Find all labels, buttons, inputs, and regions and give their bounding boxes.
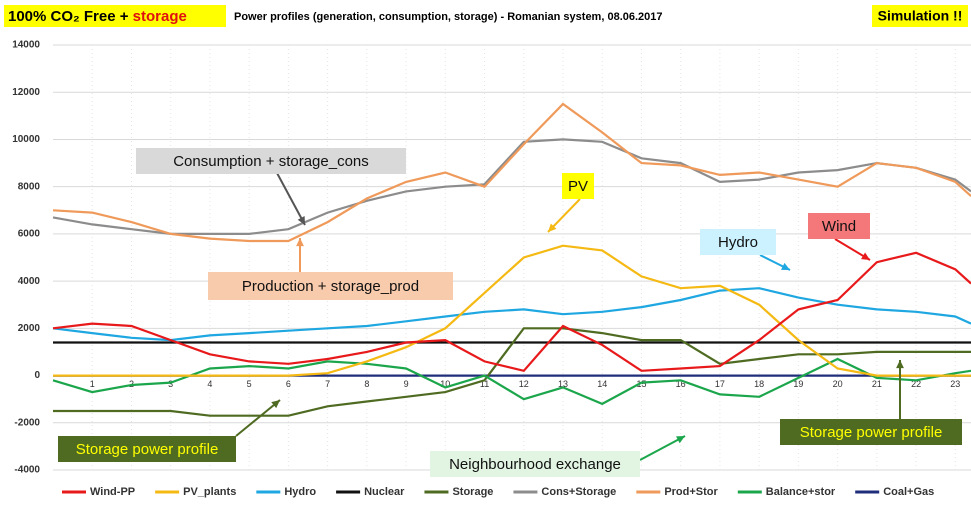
series-line (53, 327, 971, 417)
series-line (52, 357, 971, 406)
badge: Simulation !! (878, 8, 963, 24)
legend-entry: Wind-PP (62, 486, 135, 498)
legend-entry: Storage (424, 486, 493, 498)
y-tick-label: 4000 (18, 276, 41, 287)
legend-entry: Hydro (256, 486, 316, 498)
x-tick-label: 3 (168, 379, 173, 389)
x-tick-label: 21 (872, 379, 882, 389)
y-tick-label: 2000 (18, 323, 41, 334)
y-tick-label: 6000 (18, 229, 41, 240)
callout-arrowhead (271, 400, 280, 409)
series-line (52, 138, 971, 235)
annotation: Consumption + storage_cons (173, 153, 369, 170)
annotation: Storage power profile (800, 424, 943, 441)
legend-label: Balance+stor (766, 486, 836, 498)
x-tick-label: 18 (754, 379, 764, 389)
callout-arrowhead (296, 238, 304, 247)
series-line (53, 244, 971, 377)
x-tick-label: 13 (558, 379, 568, 389)
y-tick-label: 10000 (12, 134, 40, 145)
x-tick-label: 6 (286, 379, 291, 389)
x-tick-label: 23 (950, 379, 960, 389)
callout-arrowhead (781, 262, 790, 270)
callout-arrowhead (861, 252, 870, 260)
legend-entry: Prod+Stor (636, 486, 719, 498)
legend-entry: Nuclear (336, 486, 405, 498)
x-tick-label: 14 (597, 379, 607, 389)
x-tick-label: 4 (207, 379, 212, 389)
callout-arrowhead (896, 360, 904, 369)
legend-entry: Coal+Gas (855, 486, 934, 498)
badge-bg (872, 5, 968, 27)
y-tick-label: 0 (34, 370, 40, 381)
series-line (52, 251, 971, 373)
annotation-bg (562, 173, 594, 199)
title-main: 100% CO₂ Free + (8, 8, 129, 25)
annotation: Hydro (718, 234, 758, 251)
legend-label: Prod+Stor (664, 486, 718, 498)
annotation-bg (780, 419, 962, 445)
title-bg (4, 5, 226, 27)
x-tick-label: 11 (480, 379, 489, 389)
annotation: Storage power profile (76, 441, 219, 458)
legend-label: Cons+Storage (541, 486, 616, 498)
chart-subtitle: Power profiles (generation, consumption,… (234, 11, 663, 23)
legend-label: Storage (452, 486, 493, 498)
y-tick-label: 14000 (12, 40, 40, 51)
legend-label: Coal+Gas (883, 486, 934, 498)
annotation-bg (208, 272, 453, 300)
series-line (52, 287, 971, 342)
x-tick-label: 5 (247, 379, 252, 389)
legend-entry: Balance+stor (737, 486, 836, 498)
annotation: Production + storage_prod (242, 278, 419, 295)
callout-arrow (235, 399, 281, 437)
x-tick-label: 10 (440, 379, 450, 389)
callout-arrowhead (548, 223, 557, 232)
annotation-bg (58, 436, 236, 462)
y-tick-label: 12000 (12, 87, 40, 98)
annotation-bg (430, 451, 640, 477)
x-tick-label: 7 (325, 379, 330, 389)
x-tick-label: 17 (715, 379, 725, 389)
legend-label: Hydro (284, 486, 316, 498)
x-tick-label: 8 (364, 379, 369, 389)
callout-arrowhead (297, 216, 305, 225)
chart-title: 100% CO₂ Free + storage (8, 8, 187, 25)
legend-label: Wind-PP (90, 486, 135, 498)
x-tick-label: 15 (636, 379, 646, 389)
legend-entry: Cons+Storage (513, 486, 616, 498)
y-tick-label: -2000 (14, 417, 40, 428)
x-tick-label: 12 (519, 379, 529, 389)
legend-label: Nuclear (364, 486, 405, 498)
annotation-bg (808, 213, 870, 239)
annotation: Wind (822, 218, 856, 235)
x-tick-label: 9 (404, 379, 409, 389)
y-tick-label: 8000 (18, 181, 41, 192)
x-tick-label: 22 (911, 379, 921, 389)
annotation: Neighbourhood exchange (449, 456, 621, 473)
y-tick-label: -4000 (14, 465, 40, 476)
x-tick-label: 1 (90, 379, 95, 389)
annotation: PV (568, 178, 588, 195)
x-tick-label: 19 (793, 379, 803, 389)
legend-label: PV_plants (183, 486, 236, 498)
callout-arrow (639, 435, 686, 461)
annotation-bg (700, 229, 776, 255)
callout-arrowhead (676, 436, 685, 444)
series-line (52, 102, 971, 243)
x-tick-label: 20 (833, 379, 843, 389)
x-tick-label: 16 (676, 379, 686, 389)
annotation-bg (136, 148, 406, 174)
title-highlight: storage (133, 8, 187, 25)
legend-entry: PV_plants (155, 486, 236, 498)
